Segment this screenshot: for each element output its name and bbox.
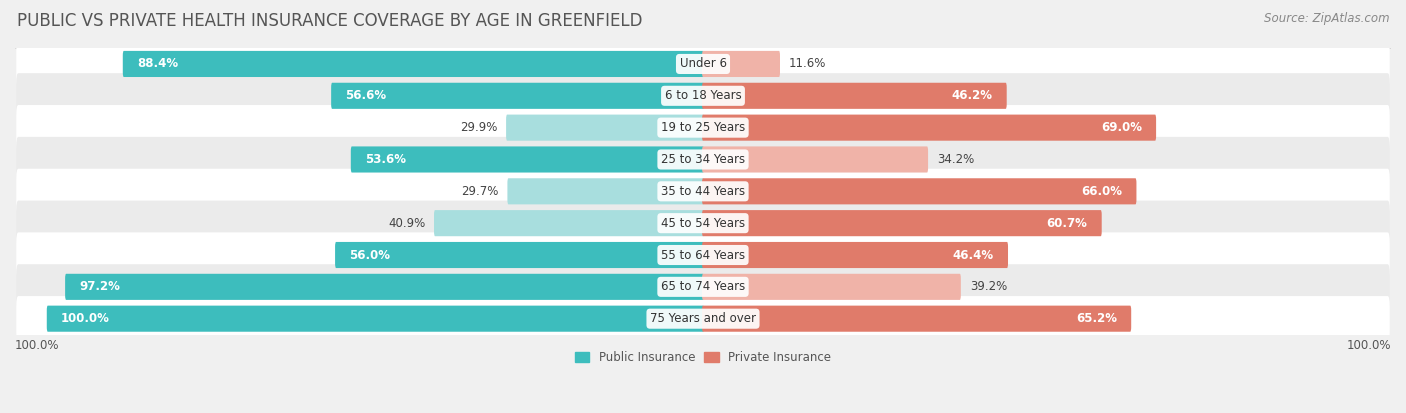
- Text: PUBLIC VS PRIVATE HEALTH INSURANCE COVERAGE BY AGE IN GREENFIELD: PUBLIC VS PRIVATE HEALTH INSURANCE COVER…: [17, 12, 643, 31]
- Text: 75 Years and over: 75 Years and over: [650, 312, 756, 325]
- FancyBboxPatch shape: [702, 51, 780, 77]
- FancyBboxPatch shape: [17, 296, 1389, 341]
- FancyBboxPatch shape: [702, 306, 1132, 332]
- FancyBboxPatch shape: [332, 83, 704, 109]
- FancyBboxPatch shape: [702, 274, 960, 300]
- Text: 65 to 74 Years: 65 to 74 Years: [661, 280, 745, 293]
- FancyBboxPatch shape: [702, 147, 928, 173]
- Text: 66.0%: 66.0%: [1081, 185, 1122, 198]
- Text: 100.0%: 100.0%: [15, 339, 59, 352]
- FancyBboxPatch shape: [17, 137, 1389, 182]
- FancyBboxPatch shape: [46, 306, 704, 332]
- FancyBboxPatch shape: [17, 201, 1389, 246]
- FancyBboxPatch shape: [702, 83, 1007, 109]
- FancyBboxPatch shape: [702, 242, 1008, 268]
- Text: 46.4%: 46.4%: [953, 249, 994, 261]
- FancyBboxPatch shape: [508, 178, 704, 204]
- Text: 100.0%: 100.0%: [60, 312, 110, 325]
- FancyBboxPatch shape: [17, 105, 1389, 150]
- Text: 55 to 64 Years: 55 to 64 Years: [661, 249, 745, 261]
- Text: Source: ZipAtlas.com: Source: ZipAtlas.com: [1264, 12, 1389, 25]
- Text: Under 6: Under 6: [679, 57, 727, 71]
- FancyBboxPatch shape: [506, 114, 704, 141]
- FancyBboxPatch shape: [122, 51, 704, 77]
- FancyBboxPatch shape: [17, 264, 1389, 309]
- Text: 39.2%: 39.2%: [970, 280, 1007, 293]
- Text: 29.7%: 29.7%: [461, 185, 499, 198]
- Text: 40.9%: 40.9%: [388, 217, 425, 230]
- FancyBboxPatch shape: [702, 114, 1156, 141]
- Legend: Public Insurance, Private Insurance: Public Insurance, Private Insurance: [571, 347, 835, 369]
- FancyBboxPatch shape: [434, 210, 704, 236]
- Text: 88.4%: 88.4%: [136, 57, 179, 71]
- Text: 11.6%: 11.6%: [789, 57, 827, 71]
- Text: 69.0%: 69.0%: [1101, 121, 1142, 134]
- Text: 34.2%: 34.2%: [936, 153, 974, 166]
- FancyBboxPatch shape: [17, 73, 1389, 119]
- Text: 60.7%: 60.7%: [1046, 217, 1088, 230]
- Text: 46.2%: 46.2%: [952, 89, 993, 102]
- Text: 53.6%: 53.6%: [366, 153, 406, 166]
- Text: 56.0%: 56.0%: [349, 249, 391, 261]
- FancyBboxPatch shape: [352, 147, 704, 173]
- Text: 45 to 54 Years: 45 to 54 Years: [661, 217, 745, 230]
- FancyBboxPatch shape: [17, 169, 1389, 214]
- FancyBboxPatch shape: [17, 41, 1389, 87]
- FancyBboxPatch shape: [17, 233, 1389, 278]
- FancyBboxPatch shape: [702, 210, 1102, 236]
- Text: 29.9%: 29.9%: [460, 121, 498, 134]
- Text: 100.0%: 100.0%: [1347, 339, 1391, 352]
- Text: 6 to 18 Years: 6 to 18 Years: [665, 89, 741, 102]
- Text: 19 to 25 Years: 19 to 25 Years: [661, 121, 745, 134]
- Text: 35 to 44 Years: 35 to 44 Years: [661, 185, 745, 198]
- Text: 25 to 34 Years: 25 to 34 Years: [661, 153, 745, 166]
- Text: 97.2%: 97.2%: [79, 280, 120, 293]
- FancyBboxPatch shape: [702, 178, 1136, 204]
- Text: 65.2%: 65.2%: [1076, 312, 1118, 325]
- FancyBboxPatch shape: [335, 242, 704, 268]
- FancyBboxPatch shape: [65, 274, 704, 300]
- Text: 56.6%: 56.6%: [346, 89, 387, 102]
